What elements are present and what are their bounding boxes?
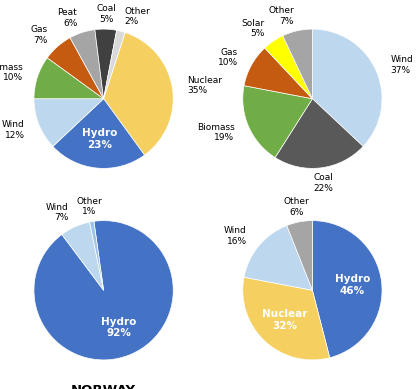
Wedge shape xyxy=(34,58,104,99)
Wedge shape xyxy=(95,29,116,99)
Text: Biomass
19%: Biomass 19% xyxy=(197,123,235,142)
Text: Other
7%: Other 7% xyxy=(268,6,294,26)
Text: Hydro
46%: Hydro 46% xyxy=(335,274,370,296)
Wedge shape xyxy=(275,99,363,168)
Text: Peat
6%: Peat 6% xyxy=(57,8,77,28)
Wedge shape xyxy=(62,222,104,290)
Wedge shape xyxy=(53,99,144,168)
Text: NORWAY: NORWAY xyxy=(71,384,136,389)
Text: Biomass
10%: Biomass 10% xyxy=(0,63,23,82)
Text: Wind
37%: Wind 37% xyxy=(390,55,413,75)
Wedge shape xyxy=(89,221,104,290)
Text: Other
6%: Other 6% xyxy=(284,197,310,217)
Text: Wind
16%: Wind 16% xyxy=(224,226,247,246)
Wedge shape xyxy=(70,30,104,99)
Wedge shape xyxy=(244,226,312,290)
Text: Hydro
23%: Hydro 23% xyxy=(82,128,117,150)
Text: Coal
5%: Coal 5% xyxy=(97,4,116,23)
Wedge shape xyxy=(104,30,125,99)
Text: Other
1%: Other 1% xyxy=(76,197,102,216)
Wedge shape xyxy=(104,33,173,155)
Text: Nuclear
32%: Nuclear 32% xyxy=(262,309,307,331)
Wedge shape xyxy=(243,277,330,360)
Wedge shape xyxy=(283,29,312,99)
Wedge shape xyxy=(243,86,312,158)
Text: Solar
5%: Solar 5% xyxy=(242,19,265,38)
Wedge shape xyxy=(312,29,382,146)
Wedge shape xyxy=(34,99,104,146)
Wedge shape xyxy=(244,48,312,99)
Text: Coal
22%: Coal 22% xyxy=(313,173,333,193)
Text: Wind
12%: Wind 12% xyxy=(2,120,25,140)
Wedge shape xyxy=(265,36,312,99)
Text: Other
2%: Other 2% xyxy=(125,7,151,26)
Wedge shape xyxy=(312,221,382,358)
Wedge shape xyxy=(287,221,312,290)
Text: Nuclear
35%: Nuclear 35% xyxy=(188,76,223,95)
Text: Hydro
92%: Hydro 92% xyxy=(102,317,137,338)
Text: Wind
7%: Wind 7% xyxy=(46,203,69,223)
Text: Gas
7%: Gas 7% xyxy=(30,25,47,45)
Wedge shape xyxy=(47,38,104,99)
Text: Gas
10%: Gas 10% xyxy=(218,48,238,68)
Wedge shape xyxy=(34,221,173,360)
